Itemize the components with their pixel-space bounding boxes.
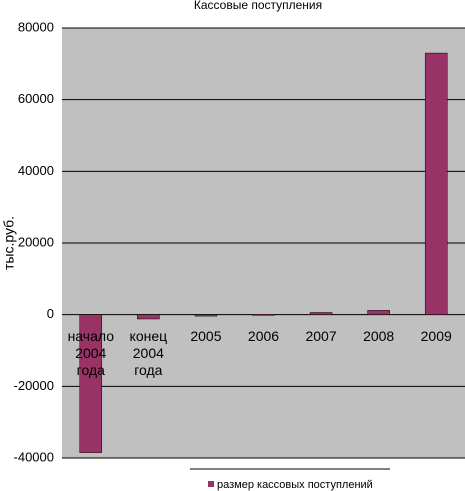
- bar: [137, 314, 160, 320]
- y-tick-label: 0: [47, 306, 54, 321]
- y-tick-label: 60000: [18, 91, 54, 106]
- bar: [309, 312, 333, 315]
- x-tick-label: 2006: [247, 327, 280, 344]
- x-tick-label: начало 2004 года: [67, 327, 114, 378]
- x-tick-label: 2009: [420, 327, 452, 344]
- x-tick-label: 2005: [190, 327, 222, 344]
- x-tick-label: конец 2004 года: [129, 327, 168, 378]
- y-tick-label: 40000: [18, 163, 54, 178]
- y-tick-label: -20000: [14, 378, 54, 393]
- y-tick-label: 20000: [18, 234, 54, 249]
- x-tick-label: 2007: [305, 327, 337, 344]
- y-tick-label: 80000: [18, 19, 54, 34]
- legend-swatch: [208, 481, 214, 487]
- y-tick-label: -40000: [14, 449, 54, 464]
- bar: [194, 314, 218, 317]
- legend-label: размер кассовых поступлений: [217, 479, 373, 491]
- bar: [79, 314, 103, 453]
- chart-title: Кассовые поступления: [194, 0, 322, 12]
- x-tick-label: 2008: [363, 327, 395, 344]
- y-axis-title: тыс.руб.: [1, 216, 17, 270]
- bar: [367, 310, 390, 315]
- bar: [252, 314, 275, 316]
- bar: [424, 52, 448, 315]
